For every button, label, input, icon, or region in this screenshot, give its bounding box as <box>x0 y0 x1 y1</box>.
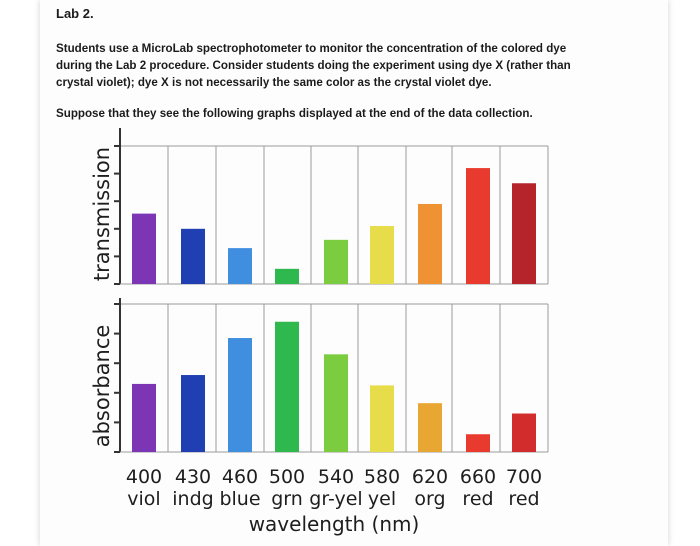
x-color-name-label: yel <box>368 488 396 510</box>
bar-absorbance-700 <box>512 413 536 452</box>
x-axis-title: wavelength (nm) <box>249 512 420 536</box>
x-tick-label: 500 <box>269 466 305 488</box>
y-axis-label-transmission: transmission <box>90 147 114 281</box>
bar-transmission-660 <box>466 168 490 284</box>
x-tick-label: 430 <box>175 466 211 488</box>
x-color-name-label: red <box>462 488 493 510</box>
bar-absorbance-460 <box>228 338 252 452</box>
x-color-name-label: gr-yel <box>309 488 362 510</box>
x-tick-label: 660 <box>460 466 496 488</box>
bar-transmission-460 <box>228 248 252 284</box>
x-color-name-label: indg <box>172 488 213 510</box>
bar-absorbance-400 <box>132 383 156 452</box>
x-color-name-label: red <box>508 488 539 510</box>
x-tick-label: 540 <box>318 466 354 488</box>
bar-absorbance-580 <box>370 385 394 452</box>
bar-transmission-400 <box>132 213 156 284</box>
x-tick-label: 580 <box>364 466 400 488</box>
lab-title: Lab 2. <box>56 6 94 21</box>
intro-paragraph: Students use a MicroLab spectrophotomete… <box>56 42 571 89</box>
bar-transmission-430 <box>181 228 205 284</box>
x-color-name-label: grn <box>271 488 303 510</box>
bar-transmission-620 <box>418 203 442 284</box>
x-color-name-label: blue <box>219 488 260 510</box>
x-color-name-label: org <box>414 488 445 510</box>
bar-transmission-580 <box>370 226 394 284</box>
x-tick-label: 700 <box>506 466 542 488</box>
x-color-name-label: viol <box>127 488 160 510</box>
y-axis-label-absorbance: absorbance <box>90 325 114 448</box>
x-tick-label: 460 <box>222 466 258 488</box>
absorbance-plot: absorbance <box>90 298 549 453</box>
bar-absorbance-540 <box>324 354 348 452</box>
x-tick-label: 620 <box>412 466 448 488</box>
bar-transmission-540 <box>324 239 348 284</box>
bar-transmission-700 <box>512 183 536 284</box>
bar-absorbance-660 <box>466 434 490 452</box>
bar-transmission-500 <box>275 268 299 284</box>
bar-absorbance-620 <box>418 403 442 452</box>
x-tick-label: 400 <box>126 466 162 488</box>
transmission-plot: transmission <box>90 128 549 285</box>
bar-absorbance-500 <box>275 321 299 452</box>
prompt-paragraph: Suppose that they see the following grap… <box>56 107 533 120</box>
bar-absorbance-430 <box>181 375 205 452</box>
